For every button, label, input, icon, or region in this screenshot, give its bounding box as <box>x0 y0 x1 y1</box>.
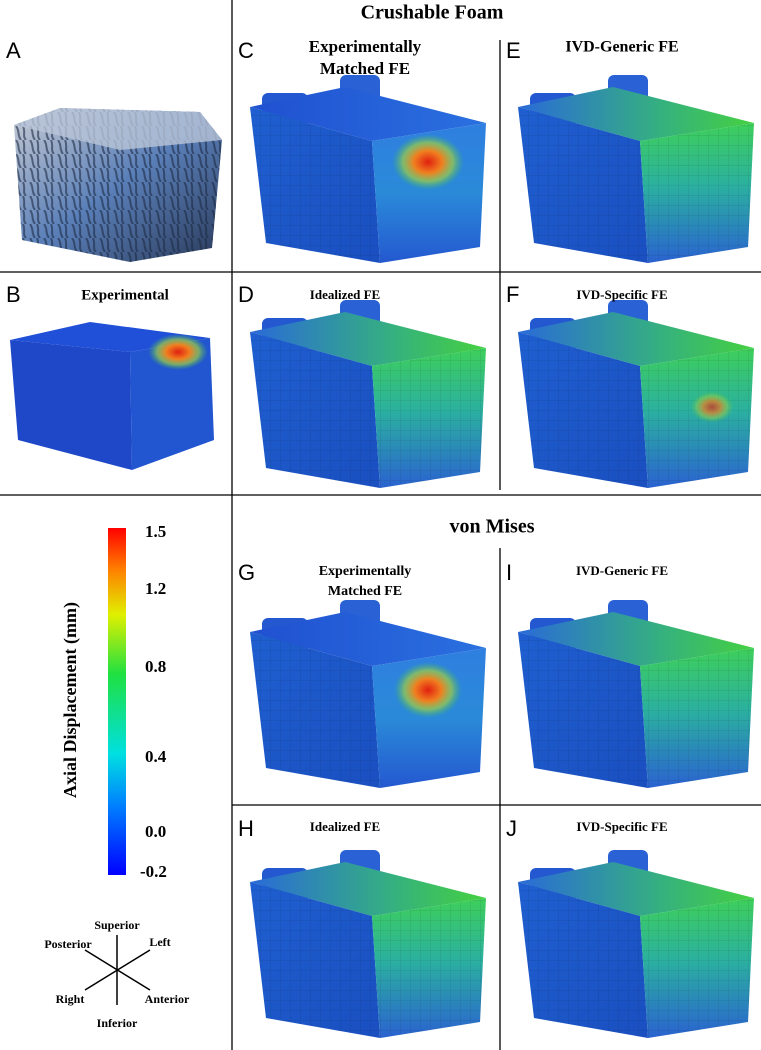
panel-title: IVD-Specific FE <box>576 819 667 834</box>
orientation-compass <box>84 935 151 1005</box>
fe-image <box>518 600 754 788</box>
panel-title: IVD-Specific FE <box>576 287 667 302</box>
colorbar-label: Axial Displacement (mm) <box>60 602 81 798</box>
fe-image <box>250 300 486 488</box>
section-header: von Mises <box>450 516 535 538</box>
panel-title: IVD-Generic FE <box>576 563 668 578</box>
panel-letter: J <box>506 816 517 841</box>
colorbar-tick: 0.4 <box>145 747 167 766</box>
panel-letter: H <box>238 816 254 841</box>
hotspot <box>394 662 462 718</box>
direction-label: Superior <box>94 918 140 932</box>
panel-title: Idealized FE <box>310 819 380 834</box>
colorbar-tick: -0.2 <box>140 862 167 881</box>
colorbar-tick: 1.2 <box>145 579 166 598</box>
direction-label: Anterior <box>145 992 190 1006</box>
direction-label: Left <box>149 935 170 949</box>
panel-title: Experimentally <box>309 37 422 56</box>
panel-letter: D <box>238 282 254 307</box>
fe-image <box>518 75 754 263</box>
panel-title: Experimental <box>81 287 169 303</box>
panel-letter: C <box>238 38 254 63</box>
direction-label: Inferior <box>97 1016 138 1030</box>
panel-title: Idealized FE <box>310 287 380 302</box>
panel-title: Matched FE <box>328 584 402 599</box>
colorbar-tick: 0.0 <box>145 822 166 841</box>
fe-image <box>250 850 486 1038</box>
panel-letter: A <box>6 38 21 63</box>
direction-label: Posterior <box>44 937 92 951</box>
experimental-image <box>10 322 214 470</box>
section-header: Crushable Foam <box>361 2 504 24</box>
colorbar-tick: 0.8 <box>145 657 166 676</box>
panel-letter: B <box>6 282 21 307</box>
colorbar-tick: 1.5 <box>145 522 166 541</box>
panel-title: Experimentally <box>319 564 412 579</box>
panel-letter: E <box>506 38 521 63</box>
micro-ct-image <box>14 108 222 262</box>
hotspot <box>392 134 464 190</box>
fe-image <box>518 850 754 1038</box>
panel-title: IVD-Generic FE <box>565 39 678 56</box>
colorbar <box>108 528 126 875</box>
panel-title: Matched FE <box>320 59 410 78</box>
hotspot <box>690 391 734 423</box>
panel-letter: F <box>506 282 519 307</box>
direction-label: Right <box>56 992 85 1006</box>
panel-letter: I <box>506 560 512 585</box>
panel-letter: G <box>238 560 255 585</box>
